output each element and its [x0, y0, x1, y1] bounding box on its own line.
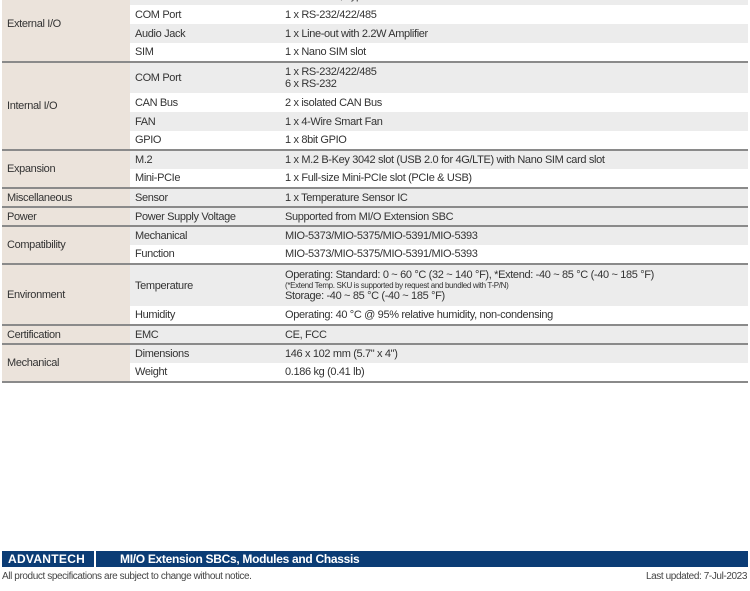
category-cell: External I/O	[2, 0, 130, 62]
last-updated: Last updated: 7-Jul-2023	[645, 571, 747, 582]
spec-value: CE, FCC	[280, 324, 748, 344]
spec-name: Mini-PCIe	[130, 169, 280, 188]
spec-value: 1 x M.2 B-Key 3042 slot (USB 2.0 for 4G/…	[280, 149, 748, 169]
category-cell: Power	[2, 206, 130, 226]
spec-value-line: 1 x RS-232/422/485	[285, 66, 377, 78]
spec-value: 1 x RS-232/422/485	[280, 5, 748, 24]
spec-note: (*Extend Temp. SKU is supported by reque…	[285, 281, 509, 290]
spec-value: 1 x USB 2.0, Type A	[280, 0, 748, 5]
spec-row: Certification EMC CE, FCC	[2, 324, 748, 344]
spec-value-line: 1 x M.2 B-Key 3042 slot (USB 2.0 for 4G/…	[285, 154, 605, 166]
spec-name: M.2	[130, 149, 280, 169]
spec-name: COM Port	[130, 61, 280, 93]
spec-row: FAN 1 x 4-Wire Smart Fan	[2, 112, 748, 131]
category-cell: Environment	[2, 263, 130, 325]
spec-name: Power Supply Voltage	[130, 206, 280, 226]
spec-row: SIM 1 x Nano SIM slot	[2, 43, 748, 62]
spec-name: Audio Jack	[130, 24, 280, 43]
spec-value-line: CE, FCC	[285, 328, 327, 341]
category-cell: Miscellaneous	[2, 187, 130, 207]
spec-value-line: 1 x 8bit GPIO	[285, 134, 347, 146]
spec-value-line: 1 x RS-232/422/485	[285, 8, 377, 21]
spec-name: Sensor	[130, 187, 280, 207]
spec-value-line: 1 x 4-Wire Smart Fan	[285, 115, 383, 128]
footer-title: MI/O Extension SBCs, Modules and Chassis	[120, 552, 360, 566]
spec-row: Environment Temperature Operating: Standar…	[2, 263, 748, 325]
spec-row: Miscellaneous Sensor 1 x Temperature Senso…	[2, 187, 748, 207]
spec-value: 1 x 4-Wire Smart Fan	[280, 112, 748, 131]
spec-name: CAN Bus	[130, 93, 280, 112]
spec-row: Mechanical Dimensions 146 x 102 mm (5.7" x…	[2, 343, 748, 383]
spec-name: USB	[130, 0, 280, 5]
spec-row: Mini-PCIe 1 x Full-size Mini-PCIe slot (P…	[2, 169, 748, 188]
spec-name: FAN	[130, 112, 280, 131]
spec-value-line: Operating: 40 °C @ 95% relative humidity…	[285, 309, 553, 321]
spec-value-line: 1 x Temperature Sensor IC	[285, 191, 408, 204]
spec-value: 2 x isolated CAN Bus	[280, 93, 748, 112]
footer-bar: ADVANTECH MI/O Extension SBCs, Modules a…	[2, 551, 748, 567]
spec-row: Weight 0.186 kg (0.41 lb)	[2, 363, 748, 383]
category-cell: Mechanical	[2, 343, 130, 383]
spec-name: GPIO	[130, 131, 280, 150]
spec-row: Internal I/O COM Port 1 x RS-232/422/485 6 …	[2, 61, 748, 150]
spec-value-line: Operating: Standard: 0 ~ 60 °C (32 ~ 140…	[285, 269, 654, 281]
spec-value: 1 x Temperature Sensor IC	[280, 187, 748, 207]
spec-name: EMC	[130, 324, 280, 344]
spec-value: MIO-5373/MIO-5375/MIO-5391/MIO-5393	[280, 245, 748, 264]
spec-value-line: 1 x Line-out with 2.2W Amplifier	[285, 27, 428, 40]
spec-value: 146 x 102 mm (5.7" x 4")	[280, 343, 748, 363]
spec-name: Function	[130, 245, 280, 264]
spec-row: Audio Jack 1 x Line-out with 2.2W Amplifi…	[2, 24, 748, 43]
spec-name: Temperature	[130, 263, 280, 306]
spec-value: Operating: Standard: 0 ~ 60 °C (32 ~ 140…	[280, 263, 748, 306]
spec-row: Expansion M.2 1 x M.2 B-Key 3042 slot (USB…	[2, 149, 748, 188]
spec-value: Operating: 40 °C @ 95% relative humidity…	[280, 306, 748, 325]
spec-value: 0.186 kg (0.41 lb)	[280, 363, 748, 383]
spec-name: Mechanical	[130, 225, 280, 245]
spec-name: SIM	[130, 43, 280, 62]
spec-row: Power Power Supply Voltage Supported from …	[2, 206, 748, 226]
spec-value-line: Storage: -40 ~ 85 °C (-40 ~ 185 °F)	[285, 290, 445, 302]
spec-value-line: 0.186 kg (0.41 lb)	[285, 366, 365, 378]
spec-value: 1 x Nano SIM slot	[280, 43, 748, 62]
spec-name: Humidity	[130, 306, 280, 325]
spec-row: Humidity Operating: 40 °C @ 95% relative …	[2, 306, 748, 325]
spec-table: External I/OUSB 1 x USB 2.0, Type A COM Po…	[2, 0, 748, 383]
spec-value: MIO-5373/MIO-5375/MIO-5391/MIO-5393	[280, 225, 748, 245]
spec-row: COM Port 1 x RS-232/422/485	[2, 5, 748, 24]
spec-value-line: 1 x Nano SIM slot	[285, 46, 366, 58]
spec-name: Weight	[130, 363, 280, 383]
category-cell: Expansion	[2, 149, 130, 188]
spec-value: 1 x RS-232/422/485 6 x RS-232	[280, 61, 748, 93]
spec-value: 1 x 8bit GPIO	[280, 131, 748, 150]
category-cell: Certification	[2, 324, 130, 344]
spec-value-line: MIO-5373/MIO-5375/MIO-5391/MIO-5393	[285, 248, 478, 260]
spec-value-line: 1 x Full-size Mini-PCIe slot (PCIe & USB…	[285, 172, 472, 184]
spec-value-line: 2 x isolated CAN Bus	[285, 96, 382, 109]
spec-row: Compatibility Mechanical MIO-5373/MIO-5375…	[2, 225, 748, 264]
spec-name: Dimensions	[130, 343, 280, 363]
spec-value-line: 146 x 102 mm (5.7" x 4")	[285, 348, 398, 360]
spec-value: 1 x Line-out with 2.2W Amplifier	[280, 24, 748, 43]
spec-value-line: MIO-5373/MIO-5375/MIO-5391/MIO-5393	[285, 230, 478, 242]
spec-name: COM Port	[130, 5, 280, 24]
spec-value-line: 6 x RS-232	[285, 78, 337, 90]
spec-value: Supported from MI/O Extension SBC	[280, 206, 748, 226]
spec-value-line: 1 x USB 2.0, Type A	[285, 0, 743, 2]
footer-notice: All product specifications are subject t…	[2, 571, 252, 582]
spec-value-line: Supported from MI/O Extension SBC	[285, 210, 454, 223]
category-cell: Internal I/O	[2, 61, 130, 150]
spec-row: Function MIO-5373/MIO-5375/MIO-5391/MIO-5…	[2, 245, 748, 264]
spec-row: GPIO 1 x 8bit GPIO	[2, 131, 748, 150]
advantech-logo: ADVANTECH	[2, 551, 96, 567]
spec-row: External I/OUSB 1 x USB 2.0, Type A	[2, 0, 748, 62]
spec-value: 1 x Full-size Mini-PCIe slot (PCIe & USB…	[280, 169, 748, 188]
category-cell: Compatibility	[2, 225, 130, 264]
spec-row: CAN Bus 2 x isolated CAN Bus	[2, 93, 748, 112]
